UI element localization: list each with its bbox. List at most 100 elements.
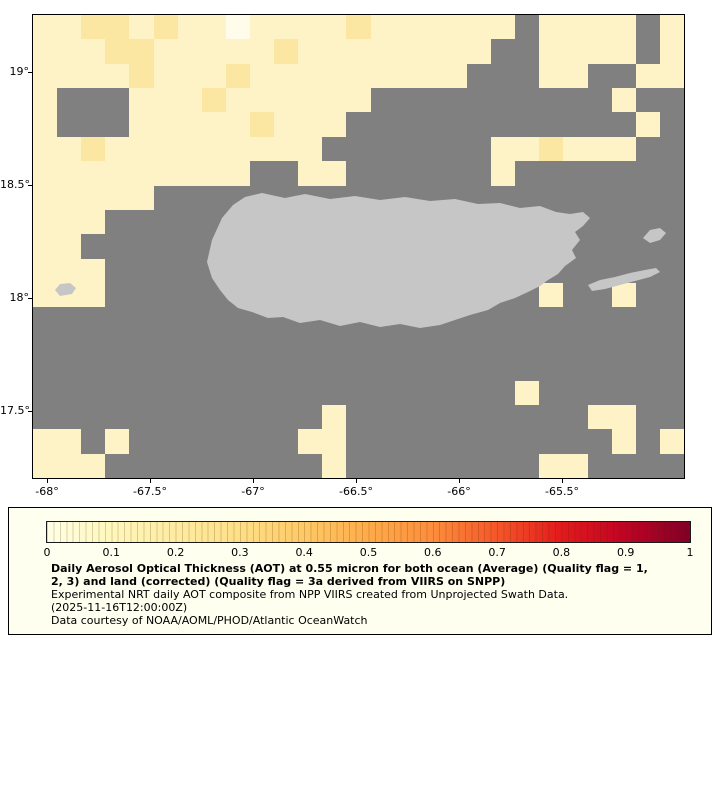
aot-cell: [274, 136, 299, 162]
aot-cell: [153, 136, 178, 162]
aot-cell: [298, 161, 323, 186]
aot-cell: [491, 161, 516, 186]
aot-cell: [587, 161, 612, 186]
aot-cell: [418, 161, 443, 186]
aot-cell: [81, 356, 106, 381]
aot-cell: [81, 88, 106, 113]
aot-cell: [587, 453, 612, 478]
legend-title-line2: 2, 3) and land (corrected) (Quality flag…: [51, 575, 506, 588]
aot-cell: [515, 161, 540, 186]
aot-cell: [515, 63, 540, 89]
aot-cell: [33, 185, 58, 210]
aot-cell: [346, 88, 371, 113]
aot-cell: [225, 356, 250, 381]
mona-island: [55, 283, 76, 296]
aot-cell: [274, 63, 299, 89]
aot-cell: [442, 161, 467, 186]
aot-cell: [491, 380, 516, 405]
aot-cell: [563, 15, 588, 40]
aot-cell: [225, 63, 250, 89]
aot-cell: [129, 380, 154, 405]
aot-cell: [370, 404, 395, 430]
aot-cell: [635, 283, 660, 308]
aot-cell: [201, 404, 226, 430]
aot-cell: [298, 63, 323, 89]
aot-cell: [153, 307, 178, 332]
aot-cell: [225, 380, 250, 405]
aot-cell: [33, 63, 58, 89]
aot-cell: [563, 404, 588, 430]
aot-cell: [105, 356, 130, 381]
aot-cell: [153, 15, 178, 40]
aot-cell: [57, 429, 82, 454]
aot-cell: [129, 453, 154, 478]
aot-cell: [322, 453, 347, 478]
aot-cell: [442, 63, 467, 89]
aot-cell: [201, 15, 226, 40]
aot-cell: [322, 15, 347, 40]
aot-cell: [370, 380, 395, 405]
aot-cell: [466, 112, 492, 137]
aot-cell: [491, 307, 516, 332]
aot-cell: [105, 112, 130, 137]
aot-cell: [587, 234, 612, 259]
aot-cell: [659, 356, 684, 381]
aot-cell: [587, 88, 612, 113]
aot-cell: [274, 112, 299, 137]
aot-cell: [466, 63, 492, 89]
aot-cell: [611, 234, 636, 259]
colorbar-tick-label: 0.4: [295, 546, 313, 559]
aot-cell: [129, 258, 154, 284]
vieques-island: [588, 268, 660, 291]
aot-cell: [539, 283, 564, 308]
aot-cell: [153, 429, 178, 454]
aot-cell: [57, 63, 82, 89]
aot-cell: [201, 63, 226, 89]
aot-cell: [105, 429, 130, 454]
aot-cell: [611, 380, 636, 405]
aot-cell: [274, 453, 299, 478]
aot-cell: [298, 331, 323, 357]
aot-cell: [201, 356, 226, 381]
aot-cell: [129, 331, 154, 357]
aot-cell: [298, 429, 323, 454]
aot-cell: [298, 453, 323, 478]
aot-cell: [201, 453, 226, 478]
aot-cell: [659, 15, 684, 40]
legend-title: Daily Aerosol Optical Thickness (AOT) at…: [51, 562, 648, 588]
aot-cell: [153, 380, 178, 405]
aot-cell: [298, 380, 323, 405]
aot-cell: [394, 429, 419, 454]
aot-cell: [105, 209, 130, 235]
aot-cell: [370, 136, 395, 162]
legend-subtitle: Experimental NRT daily AOT composite fro…: [51, 588, 569, 601]
aot-cell: [225, 404, 250, 430]
aot-cell: [249, 429, 275, 454]
aot-cell: [177, 15, 202, 40]
colorbar-tick-label: 0.3: [231, 546, 249, 559]
aot-cell: [153, 258, 178, 284]
legend-caption: Daily Aerosol Optical Thickness (AOT) at…: [51, 562, 648, 627]
legend-credit: Data courtesy of NOAA/AOML/PHOD/Atlantic…: [51, 614, 368, 627]
colorbar-tick-label: 0.2: [166, 546, 185, 559]
aot-cell: [563, 88, 588, 113]
aot-cell: [153, 234, 178, 259]
aot-cell: [394, 15, 419, 40]
map-panel: [32, 14, 685, 479]
x-axis-tick: [459, 479, 460, 483]
aot-cell: [491, 39, 516, 64]
x-axis-tick: [356, 479, 357, 483]
aot-cell: [611, 185, 636, 210]
aot-cell: [249, 15, 275, 40]
aot-cell: [105, 331, 130, 357]
aot-cell: [105, 15, 130, 40]
aot-cell: [587, 15, 612, 40]
aot-cell: [635, 356, 660, 381]
aot-cell: [370, 429, 395, 454]
aot-cell: [153, 356, 178, 381]
aot-cell: [515, 88, 540, 113]
colorbar-tick-label: 0.9: [616, 546, 635, 559]
aot-cell: [177, 209, 202, 235]
aot-cell: [177, 429, 202, 454]
aot-cell: [394, 63, 419, 89]
